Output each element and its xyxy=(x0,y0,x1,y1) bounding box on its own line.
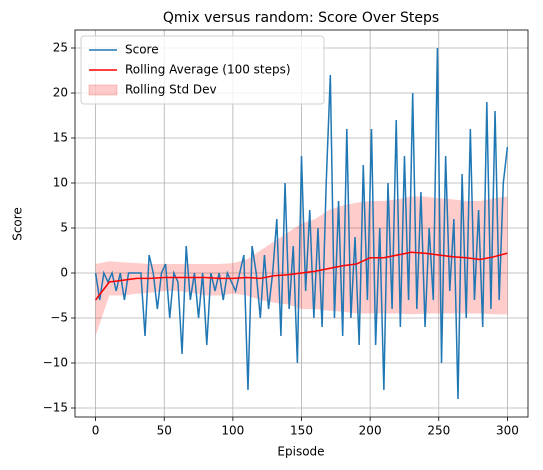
chart-title: Qmix versus random: Score Over Steps xyxy=(163,10,439,26)
y-tick-label: 25 xyxy=(53,41,68,55)
legend-label: Rolling Std Dev xyxy=(125,83,217,97)
legend-box xyxy=(80,35,325,105)
x-axis-label: Episode xyxy=(277,445,324,459)
y-tick-label: 10 xyxy=(53,176,68,190)
series-line xyxy=(94,47,509,400)
legend-swatch xyxy=(88,84,118,96)
series-line xyxy=(94,251,508,301)
y-tick-label: 20 xyxy=(53,86,68,100)
x-tick-label: 200 xyxy=(359,424,382,438)
x-tick-label: 250 xyxy=(427,424,450,438)
x-tick-label: 100 xyxy=(221,424,244,438)
x-tick-label: 300 xyxy=(496,424,519,438)
x-tick-label: 0 xyxy=(92,424,100,438)
x-tick-label: 150 xyxy=(290,424,313,438)
y-tick-label: −15 xyxy=(43,401,68,415)
std-band xyxy=(95,196,508,336)
y-tick-label: 15 xyxy=(53,131,68,145)
legend-label: Score xyxy=(125,43,159,57)
legend-label: Rolling Average (100 steps) xyxy=(125,63,291,77)
y-tick-label: 0 xyxy=(60,266,68,280)
y-axis-label: Score xyxy=(11,207,25,241)
y-tick-label: −10 xyxy=(43,356,68,370)
y-tick-label: −5 xyxy=(50,311,68,325)
y-tick-label: 5 xyxy=(60,221,68,235)
plot-frame xyxy=(74,29,529,418)
x-tick-label: 50 xyxy=(157,424,172,438)
